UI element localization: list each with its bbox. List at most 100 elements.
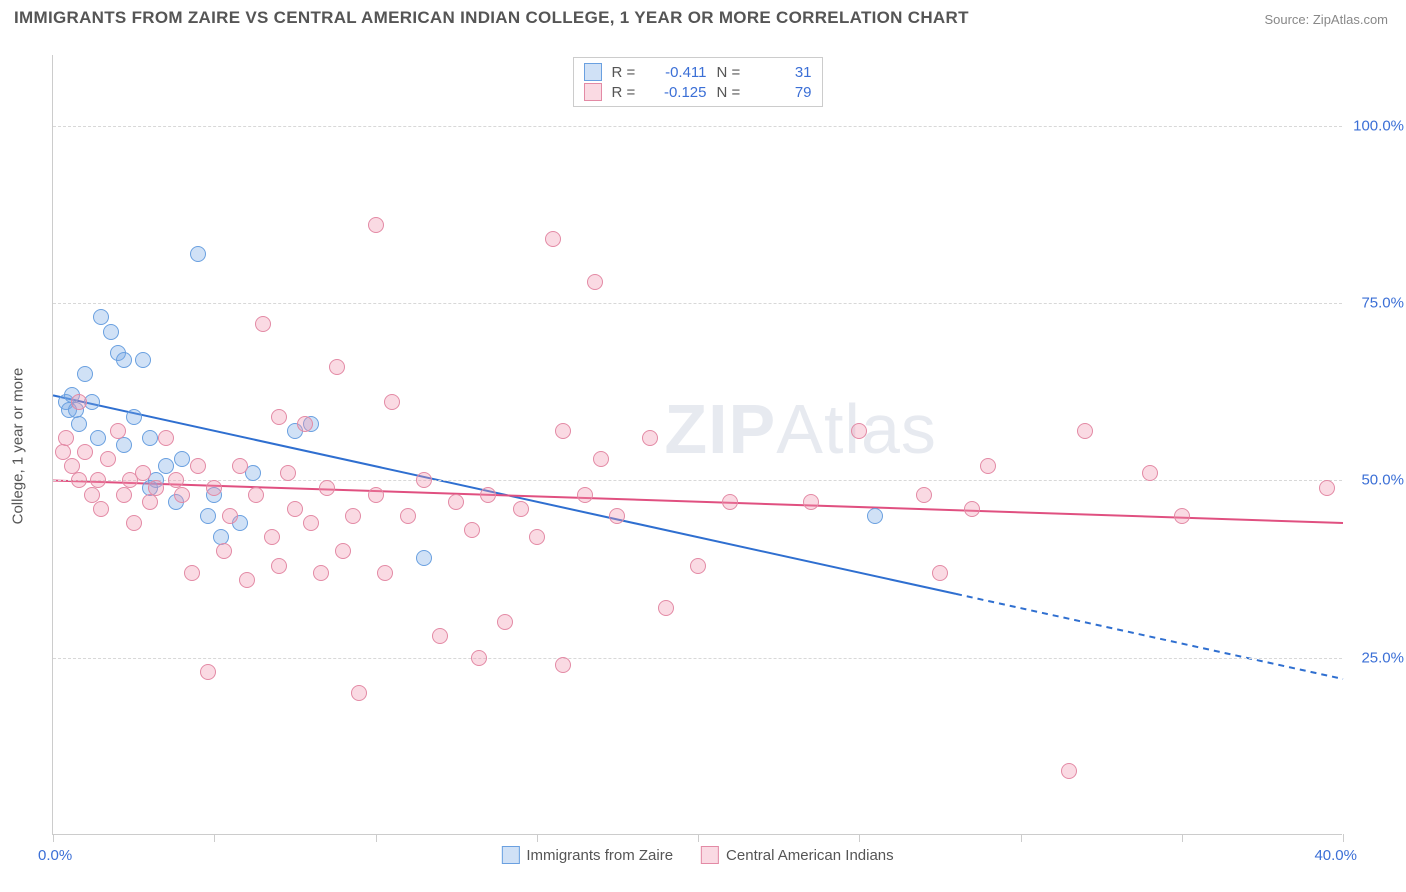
x-tick <box>214 834 215 842</box>
stats-box: R = -0.411 N = 31 R = -0.125 N = 79 <box>573 57 823 107</box>
scatter-point-series1 <box>174 451 190 467</box>
scatter-point-series2 <box>255 316 271 332</box>
stats-row-series1: R = -0.411 N = 31 <box>584 62 812 82</box>
x-tick <box>1343 834 1344 842</box>
trendline-series2 <box>53 480 1343 523</box>
scatter-point-series2 <box>529 529 545 545</box>
scatter-point-series1 <box>200 508 216 524</box>
stats-n-label: N = <box>717 84 747 101</box>
scatter-point-series1 <box>103 324 119 340</box>
scatter-point-series1 <box>77 366 93 382</box>
y-tick-label: 50.0% <box>1349 472 1404 489</box>
scatter-point-series2 <box>71 394 87 410</box>
x-axis-min-label: 0.0% <box>38 847 72 864</box>
plot-area: ZIPAtlas R = -0.411 N = 31 R = -0.125 N … <box>52 55 1342 835</box>
scatter-point-series2 <box>932 565 948 581</box>
scatter-point-series2 <box>1174 508 1190 524</box>
y-axis-label: College, 1 year or more <box>10 368 27 525</box>
scatter-point-series2 <box>416 472 432 488</box>
scatter-point-series2 <box>577 487 593 503</box>
scatter-point-series2 <box>400 508 416 524</box>
scatter-point-series2 <box>248 487 264 503</box>
scatter-point-series2 <box>335 543 351 559</box>
x-tick <box>1021 834 1022 842</box>
scatter-point-series2 <box>555 657 571 673</box>
scatter-point-series2 <box>297 416 313 432</box>
stats-r-label: R = <box>612 84 642 101</box>
scatter-point-series1 <box>116 437 132 453</box>
scatter-point-series2 <box>1061 763 1077 779</box>
legend-label-series2: Central American Indians <box>726 847 894 864</box>
scatter-point-series2 <box>587 274 603 290</box>
stats-n-label: N = <box>717 64 747 81</box>
scatter-point-series2 <box>184 565 200 581</box>
stats-n-series2: 79 <box>757 84 812 101</box>
scatter-point-series2 <box>497 614 513 630</box>
gridline <box>53 126 1342 127</box>
scatter-point-series2 <box>239 572 255 588</box>
scatter-point-series2 <box>55 444 71 460</box>
scatter-point-series1 <box>90 430 106 446</box>
stats-n-series1: 31 <box>757 64 812 81</box>
scatter-point-series2 <box>658 600 674 616</box>
scatter-point-series2 <box>964 501 980 517</box>
legend-label-series1: Immigrants from Zaire <box>526 847 673 864</box>
scatter-point-series2 <box>642 430 658 446</box>
x-tick <box>53 834 54 842</box>
scatter-point-series2 <box>368 487 384 503</box>
scatter-point-series2 <box>142 494 158 510</box>
stats-r-series1: -0.411 <box>652 64 707 81</box>
scatter-point-series2 <box>116 487 132 503</box>
scatter-point-series2 <box>377 565 393 581</box>
scatter-point-series2 <box>190 458 206 474</box>
scatter-point-series1 <box>126 409 142 425</box>
scatter-point-series2 <box>432 628 448 644</box>
scatter-point-series2 <box>555 423 571 439</box>
scatter-point-series2 <box>803 494 819 510</box>
chart-title: IMMIGRANTS FROM ZAIRE VS CENTRAL AMERICA… <box>14 8 969 28</box>
source-attribution: Source: ZipAtlas.com <box>1264 12 1388 27</box>
scatter-point-series2 <box>980 458 996 474</box>
scatter-point-series2 <box>271 409 287 425</box>
scatter-point-series2 <box>216 543 232 559</box>
scatter-point-series2 <box>593 451 609 467</box>
scatter-point-series1 <box>416 550 432 566</box>
legend-swatch-series2 <box>701 846 719 864</box>
scatter-point-series2 <box>126 515 142 531</box>
scatter-point-series2 <box>351 685 367 701</box>
stats-r-series2: -0.125 <box>652 84 707 101</box>
scatter-point-series2 <box>722 494 738 510</box>
scatter-point-series2 <box>287 501 303 517</box>
scatter-point-series2 <box>280 465 296 481</box>
x-tick <box>376 834 377 842</box>
scatter-point-series2 <box>313 565 329 581</box>
scatter-point-series2 <box>690 558 706 574</box>
scatter-point-series2 <box>448 494 464 510</box>
scatter-point-series2 <box>77 444 93 460</box>
scatter-point-series2 <box>271 558 287 574</box>
trend-lines-svg <box>53 55 1343 835</box>
scatter-point-series1 <box>93 309 109 325</box>
scatter-point-series2 <box>148 480 164 496</box>
scatter-point-series2 <box>329 359 345 375</box>
scatter-point-series2 <box>1142 465 1158 481</box>
scatter-point-series1 <box>867 508 883 524</box>
scatter-point-series2 <box>174 487 190 503</box>
scatter-point-series2 <box>84 487 100 503</box>
scatter-point-series2 <box>851 423 867 439</box>
trendline-series1-extrapolated <box>956 594 1343 679</box>
scatter-point-series2 <box>71 472 87 488</box>
scatter-point-series2 <box>471 650 487 666</box>
scatter-point-series2 <box>303 515 319 531</box>
swatch-series1 <box>584 63 602 81</box>
scatter-point-series2 <box>100 451 116 467</box>
legend-item-series1: Immigrants from Zaire <box>501 846 673 864</box>
y-tick-label: 100.0% <box>1349 117 1404 134</box>
scatter-point-series2 <box>1319 480 1335 496</box>
scatter-point-series2 <box>206 480 222 496</box>
scatter-point-series2 <box>58 430 74 446</box>
scatter-point-series2 <box>384 394 400 410</box>
scatter-point-series2 <box>264 529 280 545</box>
legend-item-series2: Central American Indians <box>701 846 894 864</box>
swatch-series2 <box>584 83 602 101</box>
